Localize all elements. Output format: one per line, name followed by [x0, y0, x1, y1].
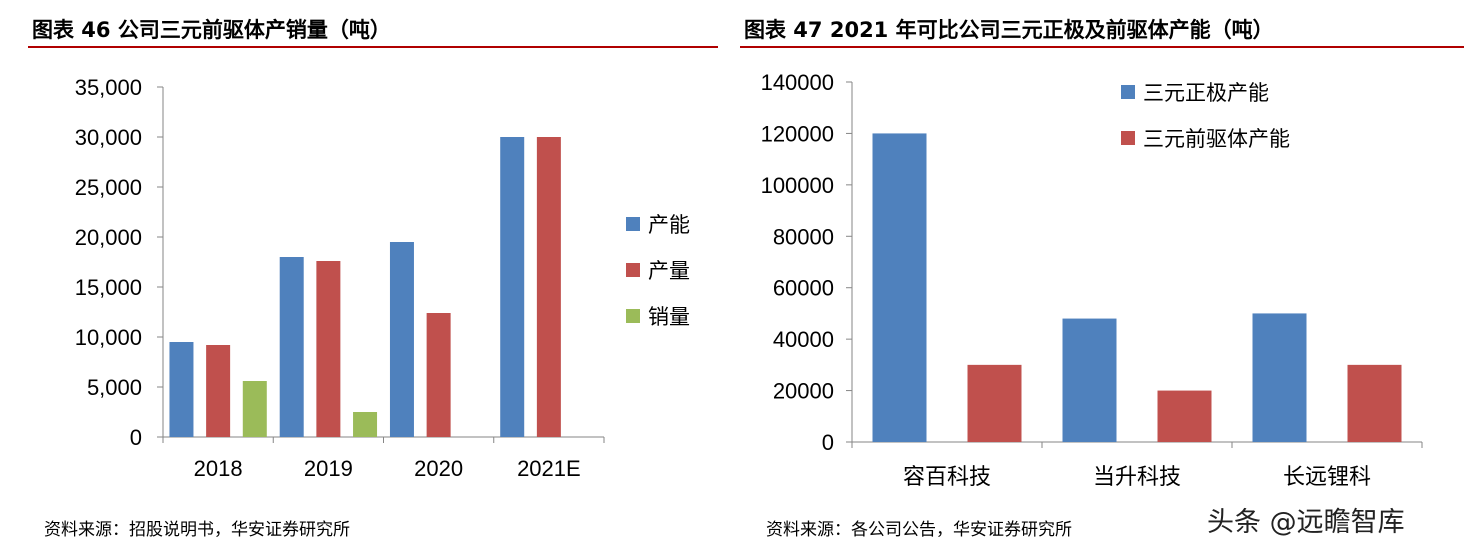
legend-label-0-0: 产能	[648, 213, 690, 237]
y-tick-label-0-6: 30,000	[75, 125, 142, 150]
legend-swatch-1-1	[1121, 131, 1135, 145]
y-tick-label-1-0: 0	[822, 430, 834, 455]
x-tick-label-0-1: 2019	[304, 456, 353, 481]
source-note-right: 资料来源：各公司公告，华安证券研究所	[766, 520, 1072, 540]
title-rule-right	[740, 46, 1464, 48]
legend-swatch-0-0	[626, 217, 640, 231]
bar-1-1-2	[1347, 364, 1402, 442]
bar-1-1-0	[967, 364, 1022, 442]
bar-0-1-2	[426, 313, 451, 437]
legend-label-0-1: 产量	[648, 259, 690, 283]
y-tick-label-0-5: 25,000	[75, 175, 142, 200]
chart-title-right: 图表 47 2021 年可比公司三元正极及前驱体产能（吨）	[744, 18, 1274, 42]
y-tick-label-1-6: 120000	[761, 121, 834, 146]
x-tick-label-1-0: 容百科技	[903, 464, 991, 489]
bar-0-1-3	[536, 137, 561, 437]
bar-1-0-0	[872, 133, 927, 442]
legend-label-0-2: 销量	[648, 305, 690, 329]
chart-panel-right: 图表 47 2021 年可比公司三元正极及前驱体产能（吨） 资料来源：各公司公告…	[736, 0, 1472, 554]
chart-panel-left: 图表 46 公司三元前驱体产销量（吨） 资料来源：招股说明书，华安证券研究所	[0, 0, 730, 554]
y-tick-label-0-4: 20,000	[75, 225, 142, 250]
bar-0-0-0	[169, 342, 194, 437]
bar-0-0-3	[500, 137, 525, 437]
legend-label-1-1: 三元前驱体产能	[1143, 127, 1290, 151]
title-rule-left	[28, 46, 718, 48]
y-tick-label-0-0: 0	[130, 425, 142, 450]
x-tick-label-0-3: 2021E	[517, 456, 581, 481]
y-tick-label-1-4: 80000	[773, 224, 834, 249]
y-tick-label-0-3: 15,000	[75, 275, 142, 300]
y-tick-label-0-7: 35,000	[75, 75, 142, 100]
bar-0-0-1	[279, 257, 304, 437]
bar-0-2-0	[242, 381, 267, 437]
x-tick-label-1-1: 当升科技	[1093, 464, 1181, 489]
y-tick-label-1-3: 60000	[773, 276, 834, 301]
y-tick-label-0-1: 5,000	[87, 375, 142, 400]
watermark: 头条 @远瞻智库	[1207, 507, 1405, 538]
y-tick-label-1-2: 40000	[773, 327, 834, 352]
bar-0-1-1	[316, 261, 341, 437]
y-tick-label-1-5: 100000	[761, 173, 834, 198]
x-tick-label-0-2: 2020	[414, 456, 463, 481]
bar-1-0-2	[1252, 313, 1307, 442]
bar-0-1-0	[206, 345, 231, 437]
bar-0-0-2	[389, 242, 414, 437]
legend-swatch-0-2	[626, 309, 640, 323]
y-tick-label-0-2: 10,000	[75, 325, 142, 350]
legend-swatch-1-0	[1121, 85, 1135, 99]
legend-label-1-0: 三元正极产能	[1143, 81, 1269, 105]
source-note-left: 资料来源：招股说明书，华安证券研究所	[44, 520, 350, 540]
bar-0-2-1	[353, 412, 378, 437]
y-tick-label-1-1: 20000	[773, 379, 834, 404]
x-tick-label-1-2: 长远锂科	[1283, 464, 1371, 489]
bar-1-0-1	[1062, 318, 1117, 442]
legend-swatch-0-1	[626, 263, 640, 277]
y-tick-label-1-7: 140000	[761, 70, 834, 95]
chart-title-left: 图表 46 公司三元前驱体产销量（吨）	[32, 18, 391, 42]
x-tick-label-0-0: 2018	[194, 456, 243, 481]
bar-1-1-1	[1157, 390, 1212, 442]
